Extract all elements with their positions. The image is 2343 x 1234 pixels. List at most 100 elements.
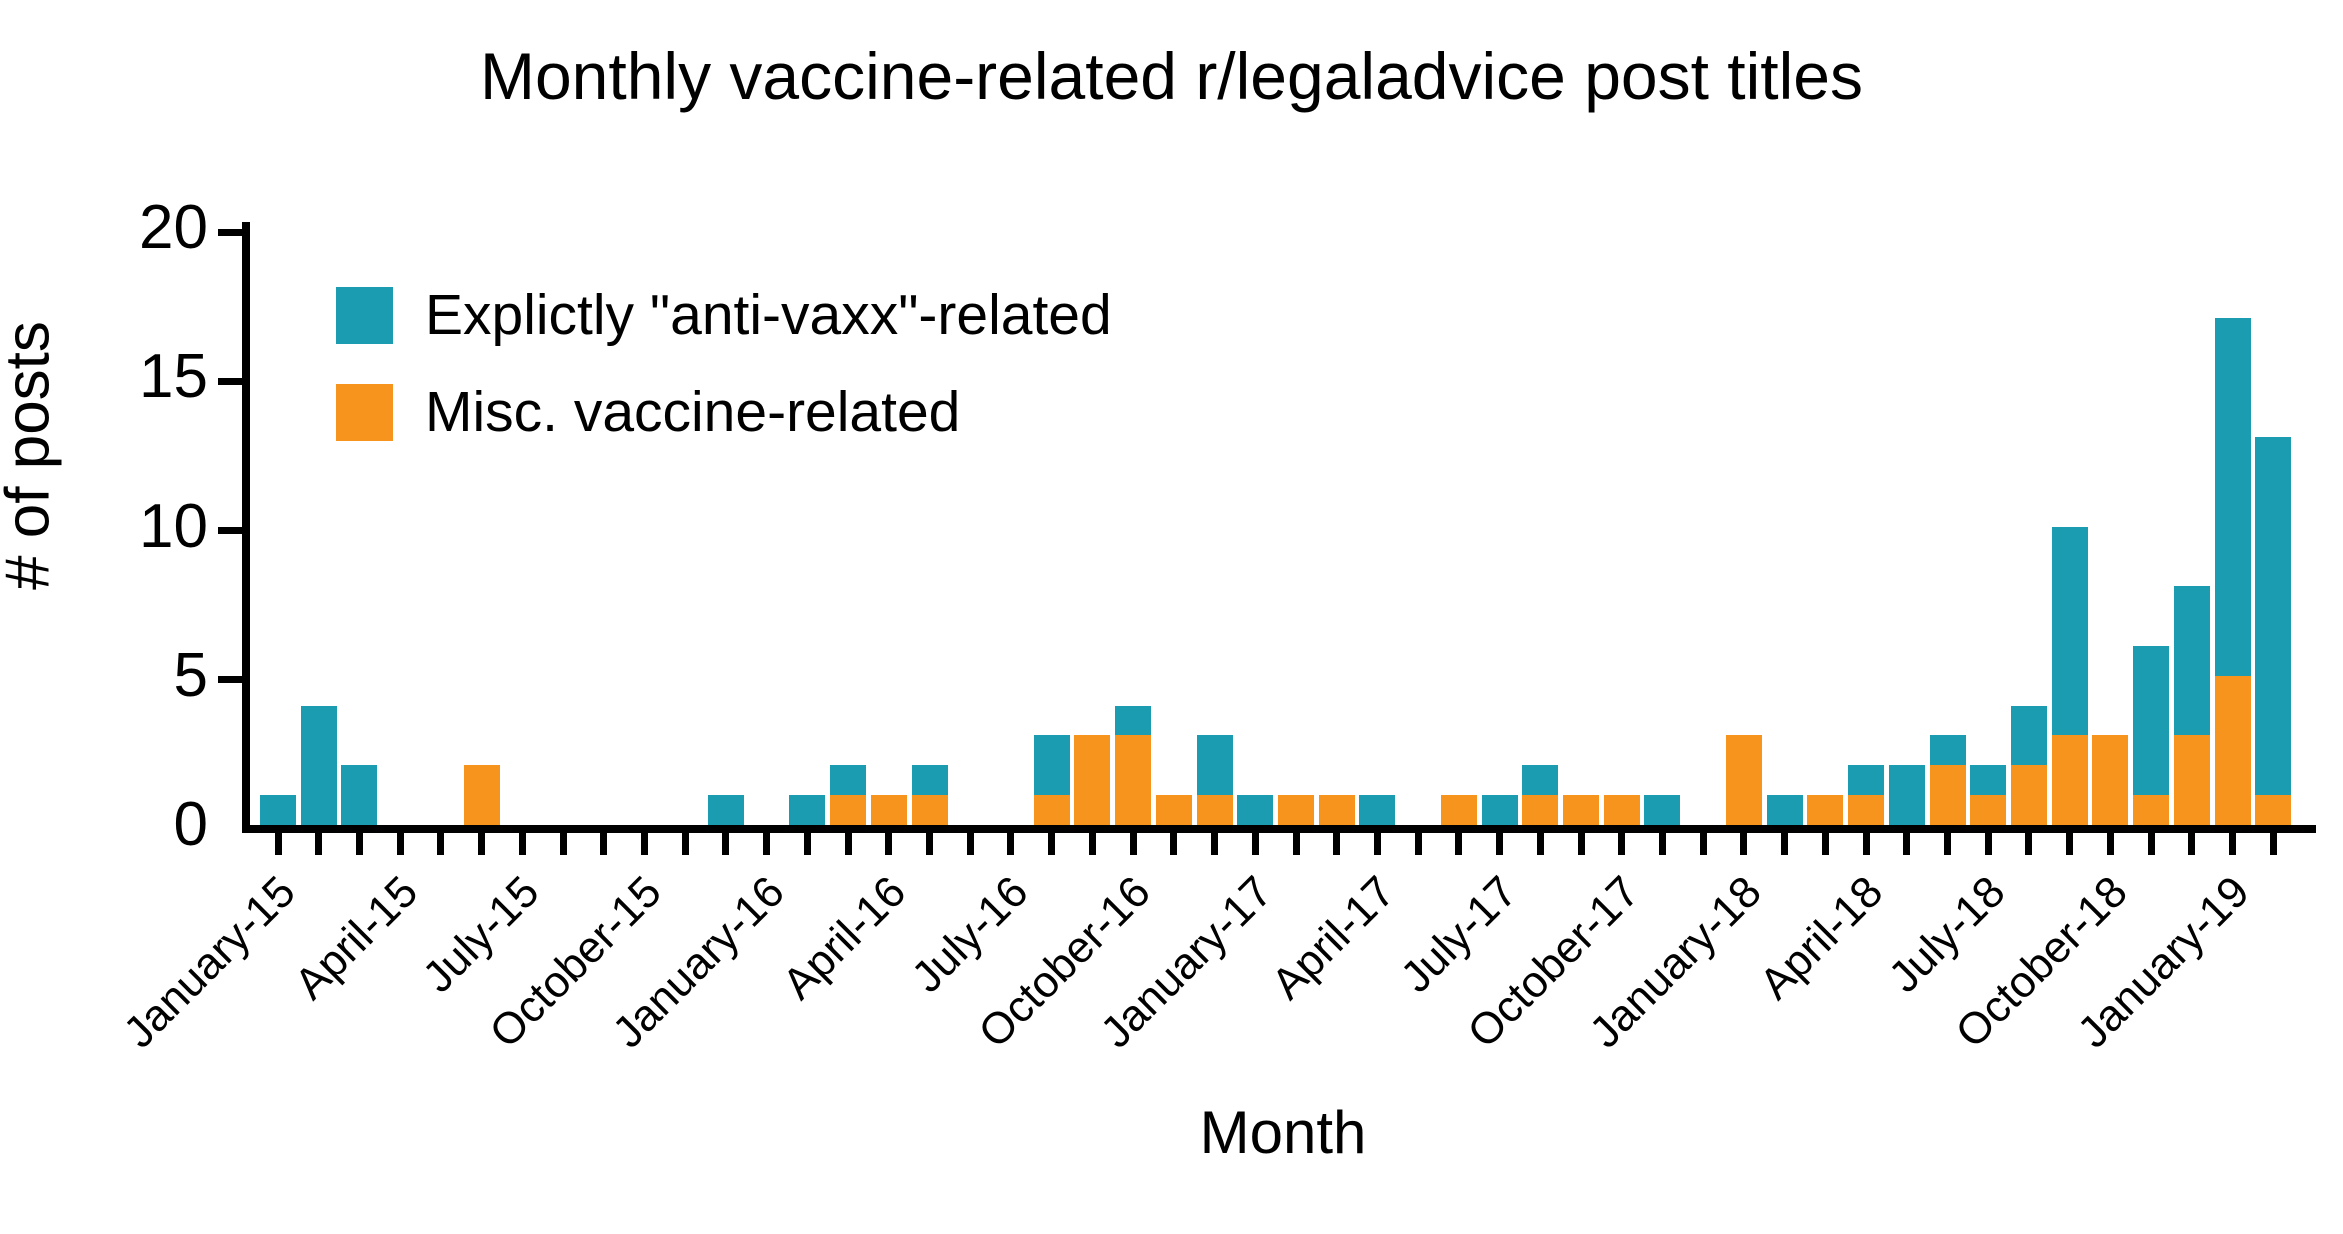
x-tick — [600, 833, 608, 855]
bar-segment-anti-vaxx — [341, 765, 378, 825]
x-tick-label: April-17 — [1262, 867, 1405, 1009]
x-tick — [2106, 833, 2114, 855]
bar-segment-misc — [1196, 795, 1233, 825]
bar-segment-misc — [1970, 795, 2007, 825]
x-tick — [2269, 833, 2277, 855]
bar-segment-misc — [1725, 735, 1762, 825]
x-tick — [2188, 833, 2196, 855]
y-tick — [218, 676, 242, 684]
bar-segment-anti-vaxx — [2173, 586, 2210, 736]
bar-segment-misc — [2133, 795, 2170, 825]
legend-item-anti-vaxx: Explictly "anti-vaxx"-related — [336, 282, 1112, 348]
x-tick — [1536, 833, 1544, 855]
legend-label-anti-vaxx: Explictly "anti-vaxx"-related — [425, 283, 1112, 347]
bar-segment-misc — [2051, 735, 2088, 825]
bar-segment-misc — [1033, 795, 1070, 825]
bar-segment-misc — [1074, 735, 1111, 825]
bar-segment-misc — [1522, 795, 1559, 825]
x-tick — [1577, 833, 1585, 855]
bar-segment-anti-vaxx — [2010, 705, 2047, 766]
x-tick — [966, 833, 974, 855]
bar-segment-anti-vaxx — [1888, 765, 1925, 825]
x-tick — [803, 833, 811, 855]
x-tick — [315, 833, 323, 855]
legend-swatch-anti-vaxx-icon — [336, 286, 393, 344]
bar-segment-anti-vaxx — [2051, 526, 2088, 736]
bar-segment-misc — [463, 765, 500, 825]
x-tick — [1699, 833, 1707, 855]
bar-segment-misc — [2214, 675, 2251, 825]
x-tick — [763, 833, 771, 855]
bar-segment-anti-vaxx — [1237, 795, 1274, 825]
bar-segment-anti-vaxx — [2255, 436, 2292, 796]
bar-segment-anti-vaxx — [1970, 765, 2007, 796]
legend-label-misc: Misc. vaccine-related — [425, 380, 961, 444]
x-tick — [559, 833, 567, 855]
bar-segment-misc — [1563, 795, 1600, 825]
bar-segment-anti-vaxx — [260, 795, 296, 825]
bar-segment-anti-vaxx — [2133, 645, 2170, 796]
bar-segment-anti-vaxx — [1766, 795, 1803, 825]
x-tick — [1333, 833, 1341, 855]
x-tick — [274, 833, 282, 855]
chart-title: Monthly vaccine-related r/legaladvice po… — [479, 39, 1863, 113]
x-tick — [722, 833, 730, 855]
bar-segment-anti-vaxx — [707, 795, 744, 825]
x-tick — [1781, 833, 1789, 855]
bar-segment-misc — [830, 795, 867, 825]
bar-segment-anti-vaxx — [911, 765, 948, 796]
bar-segment-misc — [1278, 795, 1314, 825]
bar-segment-anti-vaxx — [2214, 317, 2251, 676]
x-tick — [1944, 833, 1952, 855]
y-tick-label: 0 — [173, 790, 208, 859]
x-tick — [1414, 833, 1422, 855]
x-tick-label: April-18 — [1750, 867, 1893, 1009]
x-tick — [885, 833, 893, 855]
bar-segment-anti-vaxx — [830, 765, 867, 796]
bar-segment-anti-vaxx — [1848, 765, 1885, 796]
x-tick — [681, 833, 689, 855]
y-axis-line — [242, 222, 250, 833]
x-tick — [1088, 833, 1096, 855]
x-tick — [478, 833, 486, 855]
x-tick — [1658, 833, 1666, 855]
legend-item-misc: Misc. vaccine-related — [336, 379, 1112, 445]
x-tick — [640, 833, 648, 855]
x-tick — [1455, 833, 1463, 855]
bar-segment-misc — [2173, 735, 2210, 825]
x-tick — [355, 833, 363, 855]
x-tick — [1618, 833, 1626, 855]
bar-segment-misc — [1807, 795, 1844, 825]
x-tick — [926, 833, 934, 855]
x-tick — [1984, 833, 1992, 855]
bar-segment-misc — [870, 795, 907, 825]
legend: Explictly "anti-vaxx"-related Misc. vacc… — [336, 282, 1112, 476]
bar-segment-misc — [1929, 765, 1966, 825]
x-tick — [2147, 833, 2155, 855]
x-tick — [1211, 833, 1219, 855]
x-tick — [1048, 833, 1056, 855]
x-tick — [844, 833, 852, 855]
bar-segment-anti-vaxx — [789, 795, 826, 825]
bar-segment-anti-vaxx — [300, 705, 337, 825]
x-tick — [1251, 833, 1259, 855]
bar-segment-anti-vaxx — [1522, 765, 1559, 796]
bar-segment-misc — [911, 795, 948, 825]
bar-segment-anti-vaxx — [1481, 795, 1518, 825]
x-tick — [1496, 833, 1504, 855]
bar-segment-anti-vaxx — [1196, 735, 1233, 796]
bar-segment-misc — [1440, 795, 1477, 825]
bar-segment-misc — [1318, 795, 1355, 825]
x-tick — [1903, 833, 1911, 855]
bar-segment-misc — [2255, 795, 2292, 825]
y-axis-title: # of posts — [0, 321, 63, 590]
x-tick-label: April-15 — [284, 867, 427, 1009]
x-tick — [2229, 833, 2237, 855]
x-tick — [1007, 833, 1015, 855]
bar-segment-anti-vaxx — [1033, 735, 1070, 796]
x-axis-line — [242, 825, 2316, 833]
x-tick — [1129, 833, 1137, 855]
x-tick-label: January-15 — [114, 867, 305, 1058]
x-tick — [1740, 833, 1748, 855]
